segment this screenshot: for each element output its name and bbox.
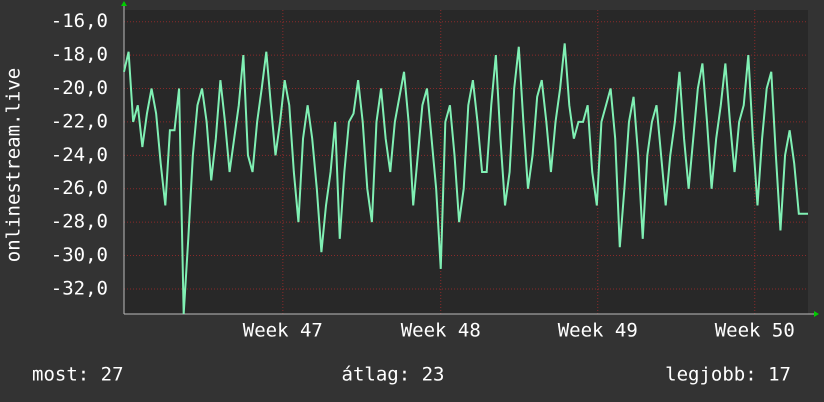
y-tick-label: -16,0 [51,10,108,32]
x-tick-label: Week 49 [558,320,638,342]
x-tick-label: Week 47 [243,320,323,342]
y-tick-label: -26,0 [51,177,108,199]
y-tick-label: -32,0 [51,277,108,299]
y-tick-label: -30,0 [51,244,108,266]
y-tick-label: -24,0 [51,144,108,166]
arrow [814,311,819,317]
y-tick-label: -20,0 [51,77,108,99]
y-tick-label: -18,0 [51,44,108,66]
y-tick-label: -28,0 [51,211,108,233]
y-axis-title: onlinestream.live [3,68,25,262]
footer-stat: legjobb: 17 [665,364,791,386]
arrow [121,1,127,6]
data-line [123,43,808,315]
x-tick-label: Week 50 [715,320,795,342]
y-tick-label: -22,0 [51,110,108,132]
footer-stat: átlag: 23 [342,364,445,386]
x-tick-label: Week 48 [401,320,481,342]
footer-stat: most: 27 [32,364,124,386]
